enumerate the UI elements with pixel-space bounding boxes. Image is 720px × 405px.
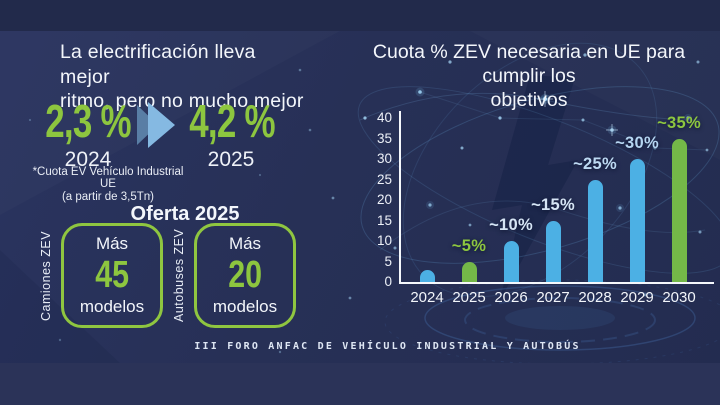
chart-title-line2: objetivos [490,88,568,111]
trucks-card-mas: Más [95,234,129,254]
arrow-right-icon [137,102,175,148]
x-axis-label-2028: 2028 [578,289,612,306]
buses-zev-card: Más 20 modelos [194,223,296,328]
y-axis-tick: 15 [376,212,392,228]
x-axis-label-2026: 2026 [494,289,528,306]
footnote-line1: *Cuota EV Vehículo Industrial UE [32,166,184,191]
stat-2025-value: 4,2 % [189,95,275,147]
x-axis-label-2030: 2030 [662,289,696,306]
bar-value-label-2029: ~30% [615,134,659,152]
trucks-zev-card: Más 45 modelos [61,223,163,328]
bar-2030 [671,138,687,282]
stat-2025-year: 2025 [207,148,255,171]
bar-value-label-2025: ~5% [451,236,487,255]
bar-2027 [545,220,561,282]
x-axis-label-2025: 2025 [452,289,486,306]
y-axis-tick: 25 [376,171,392,187]
chart-title-line1: Cuota % ZEV necesaria en UE para cumplir… [372,41,686,87]
footnote: *Cuota EV Vehículo Industrial UE (a part… [24,166,192,203]
stat-2024: 2,3 % 2024 [30,98,146,172]
y-axis-tick: 20 [376,192,392,207]
buses-card-mas: Más [228,234,262,254]
stat-2024-value: 2,3 % [45,95,131,147]
x-axis-label-2027: 2027 [536,289,570,306]
bar-2029 [629,159,645,282]
bar-value-label-2028: ~25% [573,154,617,173]
stat-2025: 4,2 % 2025 [176,98,286,172]
footer-text: III FORO ANFAC DE VEHÍCULO INDUSTRIAL Y … [194,341,581,352]
chart-title: Cuota % ZEV necesaria en UE para cumplir… [340,41,718,112]
y-axis-tick: 0 [384,274,392,289]
top-band [0,0,720,31]
y-axis-line [399,111,401,284]
footnote-line2: (a partir de 3,5Tn) [61,190,155,203]
y-axis-tick: 5 [384,253,392,269]
offer-title: Oferta 2025 [130,203,240,225]
stat-2024-year: 2024 [64,148,112,171]
bar-value-label-2026: ~10% [489,216,533,234]
x-axis-label-2024: 2024 [410,289,444,306]
bar-2024 [419,269,435,282]
trucks-card-number: 45 [95,254,129,296]
buses-card-number: 20 [228,254,262,296]
bar-2025 [461,261,477,282]
buses-card-modelos: modelos [212,297,278,316]
left-headline: La electrificación lleva mejor ritmo, pe… [60,40,310,114]
left-headline-line2: ritmo, pero no mucho mejor [60,90,304,113]
bar-2028 [587,179,603,282]
bar-2026 [503,241,519,282]
bar-value-label-2030: ~35% [657,113,701,132]
y-axis-tick: 40 [376,110,392,125]
bar-value-label-2027: ~15% [531,195,575,214]
trucks-card-modelos: modelos [79,297,145,316]
y-axis-tick: 35 [376,130,392,146]
y-axis-tick: 10 [376,233,392,248]
y-axis-tick: 30 [376,151,392,166]
x-axis-line [399,282,714,284]
left-headline-line1: La electrificación lleva mejor [60,41,256,88]
x-axis-label-2029: 2029 [620,289,654,306]
bottom-band [0,363,720,405]
